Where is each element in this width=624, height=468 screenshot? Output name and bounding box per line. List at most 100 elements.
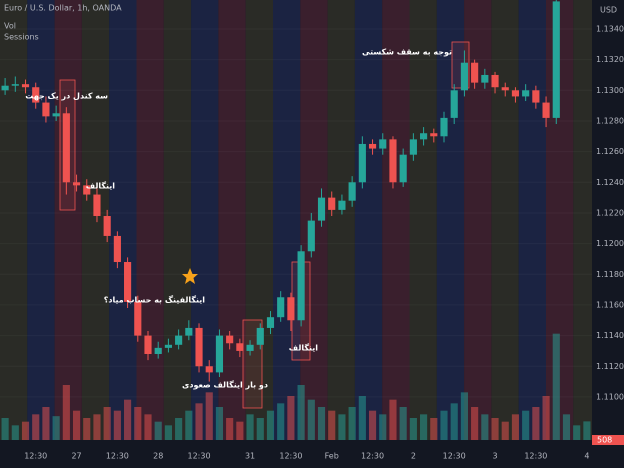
volume-bar [124,399,132,440]
volume-bar [164,425,172,440]
candle-body [103,216,111,236]
candle-body [491,74,499,88]
volume-bar [430,418,438,440]
volume-bar [1,418,9,440]
x-tick-label: 2 [411,452,416,461]
volume-bar [420,414,428,440]
candle-body [501,87,509,91]
session-band [273,0,301,440]
volume-tag [592,435,624,445]
volume-bar [328,410,336,440]
volume-bar [144,414,152,440]
volume-bar [195,403,203,440]
y-tick-label: 1.13400 [596,24,624,33]
volume-bar [226,418,234,440]
volume-bar [83,418,91,440]
candle-body [226,335,234,344]
volume-bar [52,416,60,440]
volume-bar [501,421,509,440]
volume-bar [21,421,30,440]
volume-bar [338,414,346,440]
candle-body [379,139,387,149]
x-tick-label: 27 [71,452,81,461]
annotation: اینگالف [289,343,318,353]
volume-bar [113,410,121,440]
candle-body [348,182,356,201]
volume-bar [583,421,591,440]
x-tick-label: 28 [153,452,163,461]
volume-bar [175,418,183,440]
volume-bar [103,407,111,440]
candle-body [481,74,489,83]
y-tick-label: 1.13000 [596,86,624,95]
volume-bar [297,385,305,440]
volume-bar [42,407,50,440]
y-tick-label: 1.11000 [596,392,624,401]
volume-bar [573,425,581,440]
y-tick-label: 1.11200 [596,362,624,371]
star-icon [182,268,198,284]
candle-body [420,133,428,140]
indicator-label: Sessions [4,33,39,42]
annotation: توجه به سقف شکستی [362,48,452,57]
volume-bar [511,414,520,440]
volume-bar [317,407,326,440]
candle-body [154,347,162,354]
y-tick-label: 1.13200 [596,55,624,64]
x-tick-label: 12:30 [361,452,384,461]
x-tick-label: 12:30 [443,452,466,461]
candle-body [175,335,183,345]
x-tick-label: 12:30 [188,452,211,461]
volume-bar [562,414,571,440]
candle-body [317,197,326,221]
session-band [409,0,437,440]
session-band [382,0,410,440]
candle-body [460,62,468,91]
volume-bar [134,407,142,440]
candle-body [246,344,254,351]
volume-bar [389,399,397,440]
y-tick-label: 1.12200 [596,208,624,217]
volume-bar [93,414,101,440]
volume-bar [11,425,19,440]
candle-body [328,197,336,210]
candle-body [542,102,550,118]
y-tick-label: 1.12600 [596,147,624,156]
volume-bar [246,414,254,440]
candle-body [522,90,530,97]
candle-body [185,327,193,336]
x-tick-label: 4 [584,452,589,461]
candle-body [409,139,417,155]
volume-bar [368,410,377,440]
annotation: دو بار اینگالف صعودی [182,380,268,390]
candle-body [358,143,366,183]
indicator-label: Vol [4,22,16,31]
volume-bar [379,414,387,440]
candle-body [32,87,40,103]
candle-body [440,117,448,137]
session-band [354,0,383,440]
candle-body [430,133,438,137]
volume-bar [348,407,356,440]
candle-body [511,90,520,97]
volume-bar [154,421,162,440]
y-tick-label: 1.11800 [596,270,624,279]
session-band [218,0,246,440]
y-tick-label: 1.12800 [596,116,624,125]
volume-bar [185,410,193,440]
candle-body [471,62,479,83]
candle-body [42,102,50,117]
x-tick-label: 12:30 [524,452,547,461]
volume-bar [440,410,448,440]
session-band [27,0,55,440]
volume-tag-label: 508 [597,436,612,445]
candle-body [399,154,407,183]
volume-bar [72,410,81,440]
volume-bar [532,407,540,440]
volume-bar [236,421,244,440]
volume-bar [32,414,40,440]
session-band [436,0,465,440]
annotation: اینگالفینگ به حساب میاد؟ [104,295,206,305]
volume-bar [552,333,560,440]
